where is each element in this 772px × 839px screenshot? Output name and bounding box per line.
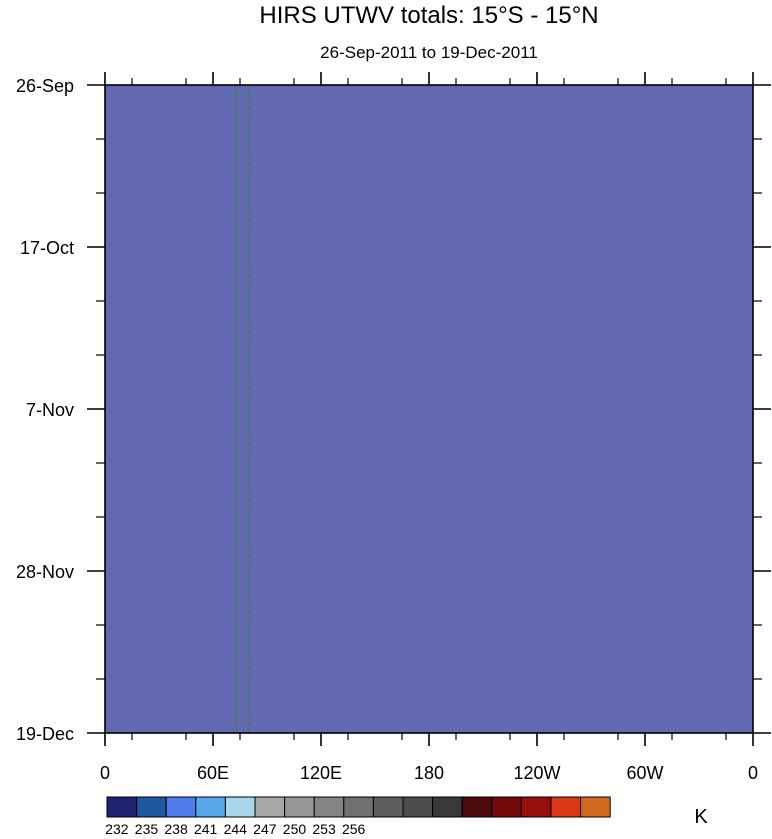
x-tick-label: 60E <box>197 763 229 783</box>
colorbar-label: 235 <box>135 821 159 834</box>
field-feature <box>294 601 375 672</box>
y-tick-label: 7-Nov <box>26 400 74 420</box>
colorbar-box <box>284 796 315 818</box>
field-features <box>177 85 681 733</box>
y-tick-label: 17-Oct <box>20 238 74 258</box>
colorbar-label: 238 <box>164 821 188 834</box>
x-tick-label: 60W <box>626 763 663 783</box>
y-tick-label: 26-Sep <box>16 76 74 96</box>
x-tick-label: 0 <box>100 763 110 783</box>
chart-title: HIRS UTWV totals: 15°S - 15°N <box>259 2 598 29</box>
colorbar-box <box>402 796 434 818</box>
x-axis: 0 60E 120E 180 120W 60W 0 <box>100 72 758 783</box>
field-feature <box>177 85 213 317</box>
plot-area <box>105 85 753 733</box>
colorbar-label: 253 <box>312 821 336 834</box>
colorbar-label: 244 <box>224 821 248 834</box>
colorbar-box <box>343 796 374 818</box>
colorbar-box <box>491 796 522 818</box>
colorbar-box <box>136 796 167 818</box>
colorbar-label: 250 <box>283 821 307 834</box>
field-feature <box>195 509 276 595</box>
field-feature <box>591 85 681 733</box>
colorbar-box <box>372 796 404 818</box>
field-feature <box>285 385 348 425</box>
colorbar-units: K <box>694 806 708 828</box>
x-tick-label: 120E <box>300 763 342 783</box>
y-tick-label: 19-Dec <box>16 724 74 744</box>
colorbar-box <box>520 796 552 818</box>
colorbar-box <box>580 796 611 818</box>
colorbar-box <box>195 796 226 818</box>
y-tick-label: 28-Nov <box>16 562 74 582</box>
colorbar-box <box>106 796 138 818</box>
x-tick-label: 120W <box>513 763 560 783</box>
chart-subtitle: 26-Sep-2011 to 19-Dec-2011 <box>320 43 538 62</box>
colorbar-box <box>165 796 197 818</box>
colorbar-label: 232 <box>105 821 129 834</box>
reference-lines <box>235 85 250 733</box>
colorbar-box <box>432 796 463 818</box>
field-feature <box>375 85 530 733</box>
colorbar: 232 235 238 241 244 247 250 253 256 <box>105 796 611 837</box>
colorbar-label: 256 <box>342 821 366 834</box>
x-tick-label: 0 <box>748 763 758 783</box>
y-axis: 26-Sep 17-Oct 7-Nov 28-Nov 19-Dec <box>16 76 771 744</box>
colorbar-box <box>550 796 582 818</box>
colorbar-box <box>313 796 345 818</box>
colorbar-box <box>461 796 493 818</box>
utwv-field <box>105 85 753 733</box>
colorbar-label: 241 <box>194 821 218 834</box>
x-tick-label: 180 <box>414 763 444 783</box>
colorbar-box <box>254 796 286 818</box>
colorbar-label: 247 <box>253 821 277 834</box>
colorbar-box <box>224 796 256 818</box>
